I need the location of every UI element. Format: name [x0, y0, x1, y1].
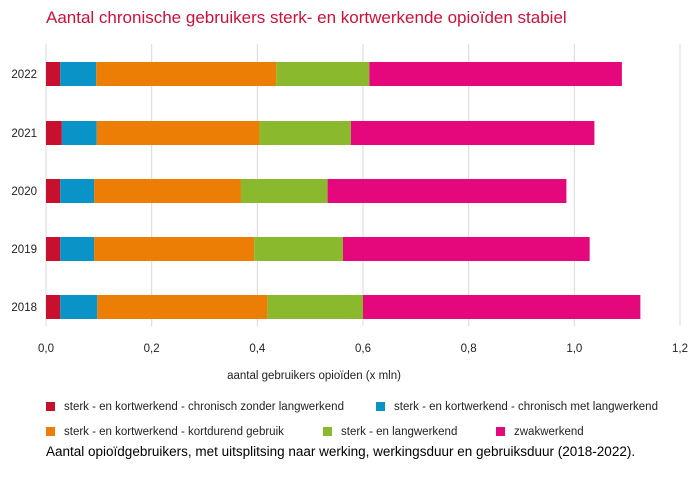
bar-segment-2022-0	[46, 62, 61, 86]
bar-segment-2020-3	[240, 179, 328, 203]
bar-segment-2020-2	[94, 179, 241, 203]
bar-segment-2018-0	[46, 295, 61, 319]
legend-label: sterk - en kortwerkend - kortdurend gebr…	[64, 426, 284, 438]
bar-segment-2018-1	[60, 295, 98, 319]
bar-segment-2021-3	[259, 121, 351, 145]
bar-segment-2022-3	[276, 62, 370, 86]
bar-segment-2018-2	[97, 295, 268, 319]
x-axis-title: aantal gebruikers opioïden (x mln)	[227, 370, 401, 382]
bar-segment-2018-4	[363, 295, 641, 319]
bar-segment-2021-2	[96, 121, 260, 145]
x-tick-label: 1,0	[566, 343, 582, 355]
y-tick-label: 2018	[11, 302, 37, 314]
y-tick-label: 2019	[11, 244, 37, 256]
y-tick-label: 2022	[11, 69, 37, 81]
bar-segment-2020-1	[60, 179, 95, 203]
bar-segment-2019-0	[46, 237, 61, 261]
x-tick-label: 0,0	[38, 343, 54, 355]
legend-label: zwakwerkend	[514, 426, 584, 438]
legend-item: sterk - en langwerkend	[323, 426, 457, 438]
bar-segment-2019-2	[94, 237, 255, 261]
bar-segment-2021-1	[61, 121, 97, 145]
chart-title: Aantal chronische gebruikers sterk- en k…	[46, 8, 567, 27]
legend-item: sterk - en kortwerkend - kortdurend gebr…	[46, 426, 284, 438]
bar-segment-2019-3	[254, 237, 343, 261]
legend-swatch	[496, 427, 505, 436]
bar-chart: 2022 2021 2020 2019 2018 0,0 0,2 0,4 0,6 0,8 1,0 1…	[11, 44, 688, 382]
bar-segment-2019-4	[342, 237, 590, 261]
legend-item: zwakwerkend	[496, 426, 584, 438]
bar-segment-2019-1	[60, 237, 95, 261]
x-tick-label: 0,4	[249, 343, 266, 355]
x-axis-labels: 0,0 0,2 0,4 0,6 0,8 1,0 1,2	[38, 343, 688, 355]
bar-segment-2018-3	[267, 295, 363, 319]
legend-item: sterk - en kortwerkend - chronisch met l…	[376, 401, 658, 413]
x-tick-label: 0,6	[355, 343, 371, 355]
legend-label: sterk - en kortwerkend - chronisch met l…	[394, 401, 658, 413]
bar-segment-2022-4	[369, 62, 622, 86]
y-axis-labels: 2022 2021 2020 2019 2018	[11, 69, 37, 314]
legend-swatch	[46, 427, 55, 436]
legend-label: sterk - en kortwerkend - chronisch zonde…	[64, 401, 344, 413]
x-tick-label: 0,8	[461, 343, 477, 355]
bar-segment-2020-0	[46, 179, 61, 203]
legend-label: sterk - en langwerkend	[341, 426, 458, 438]
x-tick-label: 0,2	[144, 343, 160, 355]
legend-swatch	[323, 427, 332, 436]
legend-swatch	[46, 402, 55, 411]
bar-segment-2022-1	[60, 62, 97, 86]
bar-segment-2021-4	[350, 121, 595, 145]
bar-segment-2022-2	[96, 62, 277, 86]
figure-caption: Aantal opioïdgebruikers, met uitsplitsin…	[46, 444, 636, 459]
y-tick-label: 2020	[11, 186, 37, 198]
bar-segment-2020-4	[327, 179, 567, 203]
bars	[46, 62, 641, 319]
bar-segment-2021-0	[46, 121, 62, 145]
legend-swatch	[376, 402, 385, 411]
legend-item: sterk - en kortwerkend - chronisch zonde…	[46, 401, 344, 413]
x-tick-label: 1,2	[672, 343, 688, 355]
y-tick-label: 2021	[11, 128, 37, 140]
